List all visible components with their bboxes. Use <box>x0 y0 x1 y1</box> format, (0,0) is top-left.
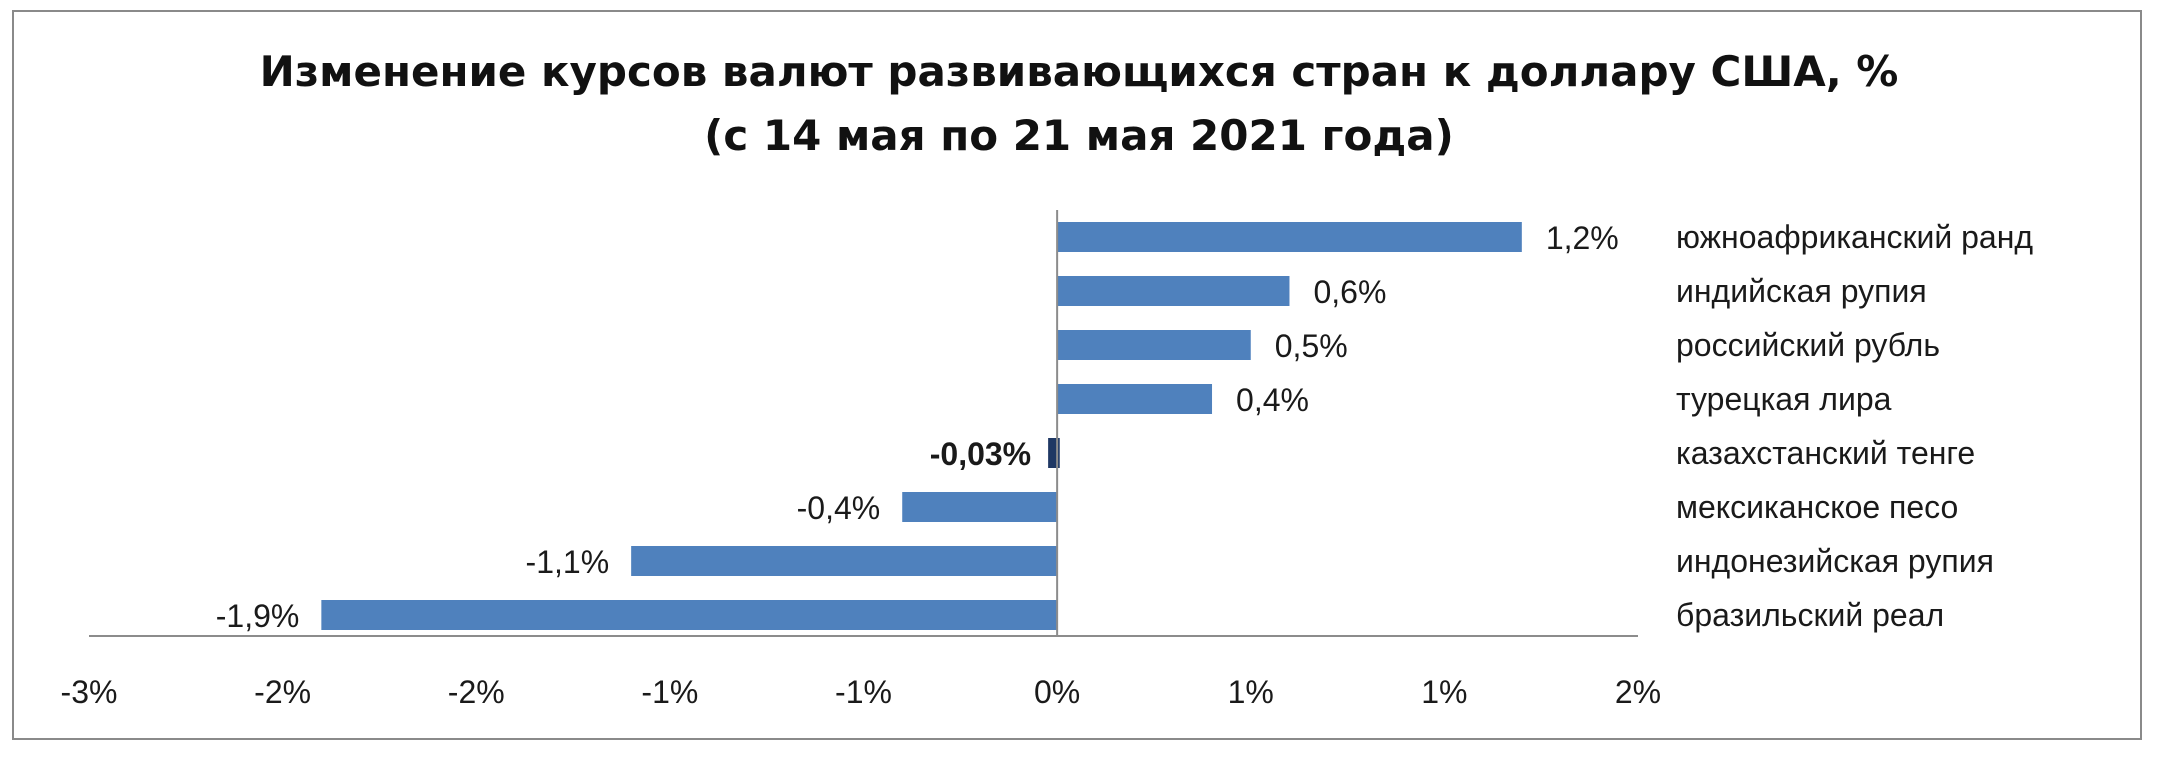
bar-3 <box>1057 330 1251 360</box>
value-label-1: 1,2% <box>1546 220 1619 256</box>
value-label-3: 0,5% <box>1275 328 1348 364</box>
value-label-2: 0,6% <box>1313 274 1386 310</box>
value-label-5: -0,03% <box>930 436 1031 472</box>
category-label-1: южноафриканский ранд <box>1676 219 2033 255</box>
x-tick-label-4: -1% <box>641 674 698 710</box>
category-label-7: индонезийская рупия <box>1676 543 1994 579</box>
bar-1 <box>1057 222 1522 252</box>
bar-5 <box>1048 438 1060 468</box>
category-label-4: турецкая лира <box>1676 381 1892 417</box>
value-label-7: -1,1% <box>526 544 610 580</box>
axes-layer <box>89 210 1638 637</box>
x-tick-label-1: -3% <box>61 674 118 710</box>
category-label-3: российский рубль <box>1676 327 1940 363</box>
bar-2 <box>1057 276 1290 306</box>
category-label-6: мексиканское песо <box>1676 489 1958 525</box>
bar-4 <box>1057 384 1213 414</box>
x-tick-label-7: 1% <box>1228 674 1274 710</box>
x-tick-label-2: -2% <box>254 674 311 710</box>
category-label-8: бразильский реал <box>1676 597 1944 633</box>
x-tick-label-9: 2% <box>1615 674 1661 710</box>
x-tick-label-6: 0% <box>1034 674 1080 710</box>
chart-title: Изменение курсов валют развивающихся стр… <box>259 47 1899 96</box>
category-label-5: казахстанский тенге <box>1676 435 1975 471</box>
chart-subtitle: (с 14 мая по 21 мая 2021 года) <box>704 111 1454 160</box>
chart-title-block: Изменение курсов валют развивающихся стр… <box>14 40 2144 168</box>
value-label-6: -0,4% <box>797 490 881 526</box>
labels-layer: 1,2% южноафриканский ранд 0,6% индийская ру… <box>61 219 2034 710</box>
bar-6 <box>902 492 1058 522</box>
x-tick-label-8: 1% <box>1421 674 1467 710</box>
bar-7 <box>631 546 1058 576</box>
value-label-4: 0,4% <box>1236 382 1309 418</box>
bars-layer <box>321 222 1522 630</box>
value-label-8: -1,9% <box>216 598 300 634</box>
category-label-2: индийская рупия <box>1676 273 1927 309</box>
x-tick-label-5: -1% <box>835 674 892 710</box>
bar-8 <box>321 600 1058 630</box>
x-tick-label-3: -2% <box>448 674 505 710</box>
